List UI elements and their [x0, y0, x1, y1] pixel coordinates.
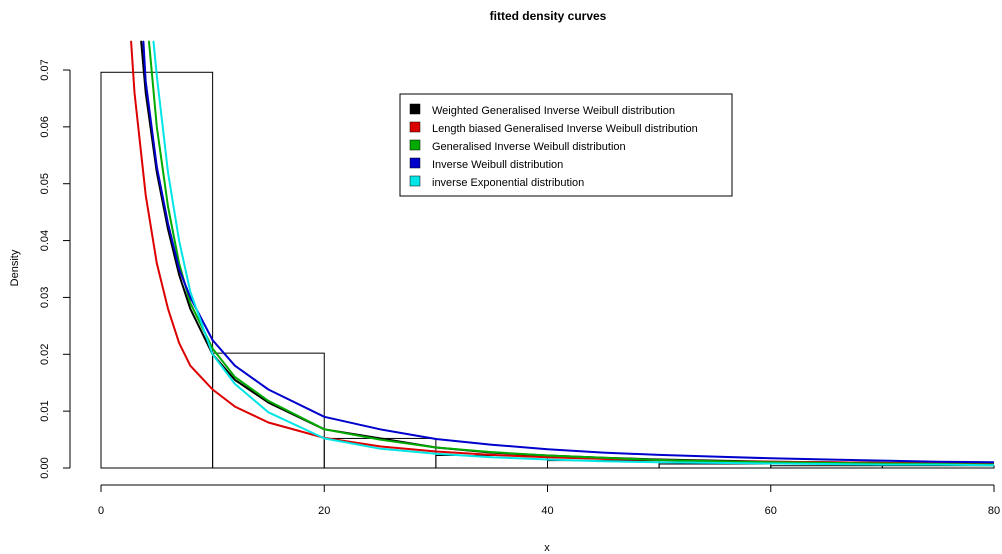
legend-label: Weighted Generalised Inverse Weibull dis… — [432, 105, 675, 117]
y-tick-label: 0.00 — [39, 457, 51, 478]
legend-label: Generalised Inverse Weibull distribution — [432, 141, 626, 153]
x-tick-label: 80 — [988, 505, 1000, 517]
y-tick-label: 0.03 — [39, 287, 51, 308]
x-axis-title: x — [544, 542, 550, 554]
y-axis-title: Density — [9, 249, 21, 286]
histogram-bar — [882, 466, 994, 468]
x-tick-label: 0 — [98, 505, 104, 517]
histogram-bar — [771, 466, 883, 468]
legend-label: inverse Exponential distribution — [432, 177, 584, 189]
chart-title: fitted density curves — [490, 9, 607, 23]
y-tick-label: 0.01 — [39, 400, 51, 421]
y-tick-label: 0.02 — [39, 344, 51, 365]
x-tick-label: 40 — [541, 505, 553, 517]
y-tick-label: 0.04 — [39, 230, 51, 251]
legend-label: Length biased Generalised Inverse Weibul… — [432, 123, 698, 135]
legend-swatch — [410, 140, 420, 150]
y-tick-label: 0.05 — [39, 173, 51, 194]
legend-swatch — [410, 122, 420, 132]
y-tick-label: 0.07 — [39, 59, 51, 80]
x-tick-label: 60 — [765, 505, 777, 517]
x-tick-label: 20 — [318, 505, 330, 517]
histogram-bar — [659, 464, 771, 468]
y-tick-label: 0.06 — [39, 116, 51, 137]
y-axis: 0.00 0.01 0.02 0.03 0.04 0.05 0.06 0.07 — [39, 59, 70, 478]
legend-swatch — [410, 158, 420, 168]
legend-swatch — [410, 104, 420, 114]
x-axis: 0 20 40 60 80 — [98, 485, 1000, 517]
legend-label: Inverse Weibull distribution — [432, 159, 563, 171]
legend: Weighted Generalised Inverse Weibull dis… — [400, 94, 732, 196]
legend-swatch — [410, 176, 420, 186]
